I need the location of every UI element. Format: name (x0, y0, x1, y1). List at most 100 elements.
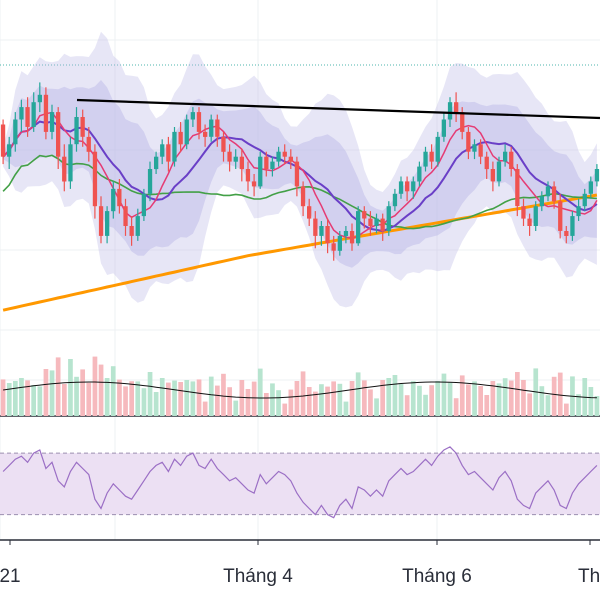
volume-bar (472, 381, 477, 416)
candle (245, 161, 251, 192)
candle-body (233, 156, 238, 162)
candle (564, 226, 569, 244)
volume-bar (576, 394, 581, 416)
volume-bar (276, 390, 281, 416)
volume-bar (435, 381, 441, 416)
candle (386, 201, 391, 236)
volume-bar (496, 383, 502, 416)
volume-bar (159, 378, 165, 416)
candle-body (374, 218, 379, 226)
volume-bar (153, 392, 159, 416)
candle (7, 136, 12, 169)
candle (160, 139, 165, 165)
axis-tick-label: Th (578, 566, 600, 587)
candle-body (13, 119, 18, 145)
candle (56, 107, 61, 169)
axis-tick-label: Tháng 4 (223, 566, 293, 587)
candle (74, 107, 79, 152)
candle (294, 156, 300, 197)
trendline-drawing[interactable] (76, 98, 600, 120)
volume-bar (386, 378, 392, 416)
volume-bar (490, 381, 496, 416)
candle-body (62, 156, 67, 182)
volume-bar (208, 376, 214, 416)
candle-body (98, 206, 104, 236)
volume-bar (117, 379, 122, 416)
candle-body (245, 169, 251, 182)
candle (325, 218, 330, 254)
volume-bar (337, 383, 343, 416)
candle-body (503, 151, 508, 162)
candle (490, 161, 495, 192)
volume-bar (147, 372, 153, 416)
volume-bar (135, 381, 141, 416)
candle (105, 206, 110, 244)
candle-body (472, 144, 477, 152)
volume-bar (447, 382, 453, 416)
candle (343, 226, 349, 244)
candle-body (190, 112, 195, 120)
candle-body (166, 144, 171, 162)
rsi-pane (0, 446, 600, 519)
candle-body (441, 119, 446, 137)
candle (221, 131, 226, 162)
volume-histogram (0, 356, 600, 416)
candle (454, 92, 459, 122)
candle-body (178, 131, 183, 145)
candle-body (521, 206, 526, 219)
candle-body (68, 144, 73, 182)
candle-body (478, 144, 483, 157)
candlestick-series[interactable] (0, 82, 600, 261)
volume-bar (196, 379, 202, 416)
candle-body (362, 211, 367, 219)
volume-bar (6, 383, 12, 416)
volume-bar (215, 385, 220, 416)
volume-bar (557, 372, 563, 416)
candle-body (490, 169, 495, 182)
candle (196, 107, 202, 140)
candle (68, 136, 73, 189)
candle (117, 179, 122, 214)
candle (349, 223, 355, 251)
candle (19, 99, 24, 132)
candle-body (460, 112, 465, 132)
candle-body (239, 156, 244, 170)
volume-bar (539, 386, 545, 416)
volume-bar (343, 401, 349, 416)
candle-body (515, 169, 520, 207)
candle (527, 213, 532, 236)
volume-bar (564, 403, 569, 416)
candle-body (417, 166, 422, 182)
candle (215, 114, 220, 147)
candle (398, 176, 404, 199)
volume-bar (31, 385, 36, 416)
candle (509, 146, 514, 177)
candle (203, 124, 208, 147)
volume-bar (453, 398, 459, 416)
candle (435, 131, 440, 167)
candle-body (392, 193, 398, 207)
volume-bar (49, 370, 55, 416)
volume-bar (368, 389, 373, 416)
rsi-line (2, 446, 598, 519)
candle-body (564, 231, 569, 236)
candle-body (570, 216, 575, 236)
volume-bar (123, 386, 128, 416)
candle (251, 174, 257, 197)
candle-body (19, 107, 24, 120)
candle-body (313, 218, 318, 236)
volume-bar (502, 378, 508, 416)
candle-body (411, 181, 416, 192)
candle-body (160, 144, 165, 157)
trendline (76, 98, 600, 120)
candle (184, 114, 189, 150)
candle (270, 156, 275, 177)
volume-bar (270, 383, 275, 416)
candle-body (288, 156, 293, 162)
candle (484, 151, 489, 179)
candle (337, 231, 342, 256)
volume-bar (251, 381, 257, 416)
candle-body (215, 119, 220, 137)
